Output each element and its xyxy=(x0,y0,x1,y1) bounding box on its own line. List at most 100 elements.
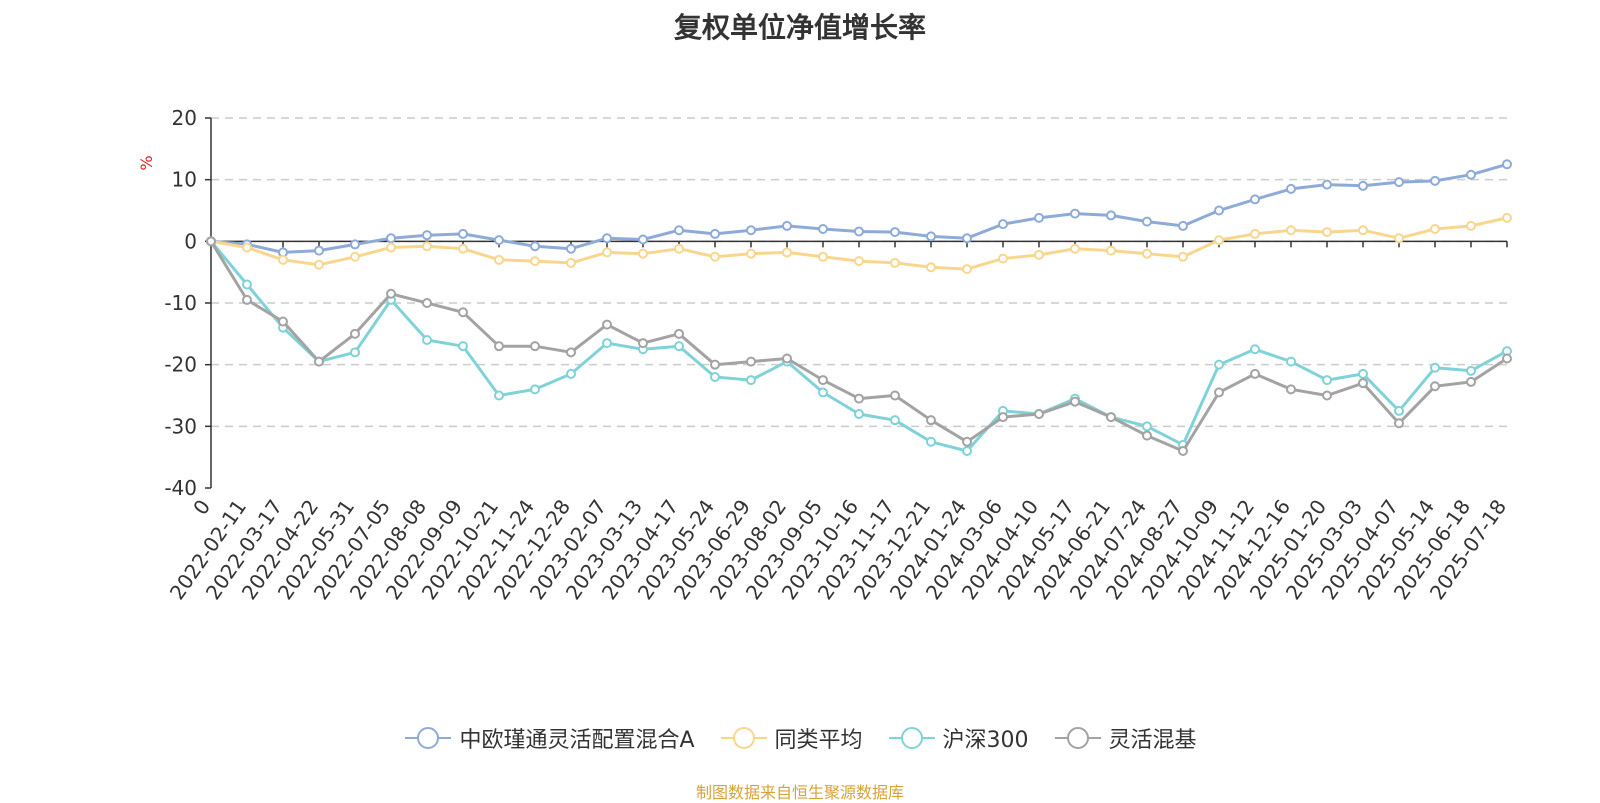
data-point xyxy=(1178,446,1188,456)
data-point xyxy=(1142,248,1152,259)
data-point xyxy=(1394,233,1404,244)
data-point xyxy=(1106,245,1116,256)
data-point xyxy=(566,347,576,358)
data-point xyxy=(422,298,432,308)
y-tick-label: -30 xyxy=(164,414,197,438)
series-line xyxy=(209,162,1509,254)
data-point xyxy=(746,225,756,236)
data-point xyxy=(350,347,360,358)
data-point xyxy=(926,415,936,426)
data-point xyxy=(1358,180,1368,191)
x-tick-label: 0 xyxy=(188,495,215,519)
data-point xyxy=(242,279,252,290)
data-point xyxy=(746,375,756,386)
data-point xyxy=(1358,378,1368,389)
data-point xyxy=(1358,225,1368,236)
legend: 中欧瑾通灵活配置混合A 同类平均 沪深300 灵活混基 xyxy=(0,722,1600,754)
data-point xyxy=(854,226,864,237)
data-point xyxy=(458,243,468,254)
data-point xyxy=(1214,205,1224,216)
data-point xyxy=(962,436,972,447)
y-tick-label: -40 xyxy=(164,476,197,500)
line-chart: 20100-10-20-30-4002022-02-112022-03-1720… xyxy=(137,106,1512,604)
data-point xyxy=(962,264,972,275)
legend-label: 同类平均 xyxy=(774,728,863,753)
data-point xyxy=(386,288,396,299)
data-point xyxy=(1214,235,1224,246)
data-point xyxy=(530,341,540,352)
data-point xyxy=(1034,212,1044,223)
data-point xyxy=(1250,344,1260,355)
data-point xyxy=(566,368,576,379)
data-point xyxy=(890,415,900,426)
data-point xyxy=(890,257,900,268)
data-point xyxy=(1034,409,1044,419)
source-note: 制图数据来自恒生聚源数据库 xyxy=(695,783,904,802)
data-point xyxy=(1394,177,1404,188)
data-point xyxy=(1430,224,1440,234)
series-3 xyxy=(206,236,1512,456)
data-point xyxy=(1286,183,1296,194)
data-point xyxy=(962,446,972,456)
data-point xyxy=(998,253,1008,264)
data-point xyxy=(926,231,936,242)
data-point xyxy=(314,356,324,367)
legend-line-circle-icon xyxy=(888,727,935,749)
data-point xyxy=(386,233,396,244)
data-point xyxy=(1358,368,1368,379)
data-point xyxy=(458,228,468,239)
y-axis-label: % xyxy=(137,155,156,170)
series-1 xyxy=(206,212,1512,275)
data-point xyxy=(1142,421,1152,432)
y-tick-label: -20 xyxy=(164,353,197,377)
legend-item[interactable]: 中欧瑾通灵活配置混合A xyxy=(403,722,695,754)
data-point xyxy=(998,219,1008,230)
data-point xyxy=(818,224,828,234)
data-point xyxy=(314,245,324,256)
data-point xyxy=(854,409,864,419)
legend-item[interactable]: 同类平均 xyxy=(719,722,863,754)
data-point xyxy=(1502,159,1512,170)
axes: 20100-10-20-30-4002022-02-112022-03-1720… xyxy=(164,106,1511,604)
data-point xyxy=(602,233,612,244)
data-point xyxy=(350,251,360,262)
data-point xyxy=(854,256,864,267)
data-point xyxy=(1394,418,1404,429)
data-point xyxy=(998,412,1008,423)
data-point xyxy=(1214,359,1224,370)
y-tick-label: 10 xyxy=(172,168,197,192)
data-point xyxy=(350,239,360,250)
data-point xyxy=(926,262,936,273)
data-point xyxy=(1322,227,1332,238)
data-point xyxy=(746,356,756,367)
data-point xyxy=(494,341,504,352)
data-point xyxy=(602,338,612,349)
legend-item[interactable]: 沪深300 xyxy=(887,722,1029,754)
series-lines xyxy=(206,159,1512,456)
legend-item[interactable]: 灵活混基 xyxy=(1053,722,1197,754)
legend-line-circle-icon xyxy=(1054,727,1101,749)
data-point xyxy=(530,241,540,252)
data-point xyxy=(602,247,612,258)
data-point xyxy=(818,251,828,262)
data-point xyxy=(1250,194,1260,205)
data-point xyxy=(782,353,792,364)
data-point xyxy=(1430,175,1440,186)
data-point xyxy=(1106,412,1116,423)
data-point xyxy=(1214,387,1224,398)
data-point xyxy=(1466,220,1476,231)
data-point xyxy=(746,248,756,259)
data-point xyxy=(638,338,648,349)
data-point xyxy=(1034,249,1044,260)
data-point xyxy=(206,236,216,247)
legend-label: 中欧瑾通灵活配置混合A xyxy=(459,728,695,753)
data-point xyxy=(1178,220,1188,231)
data-point xyxy=(926,436,936,447)
data-point xyxy=(638,248,648,259)
data-point xyxy=(1250,228,1260,239)
data-point xyxy=(1502,353,1512,364)
legend-line-circle-icon xyxy=(720,727,767,749)
legend-label: 沪深300 xyxy=(942,728,1029,753)
data-point xyxy=(1286,384,1296,395)
data-point xyxy=(386,242,396,253)
